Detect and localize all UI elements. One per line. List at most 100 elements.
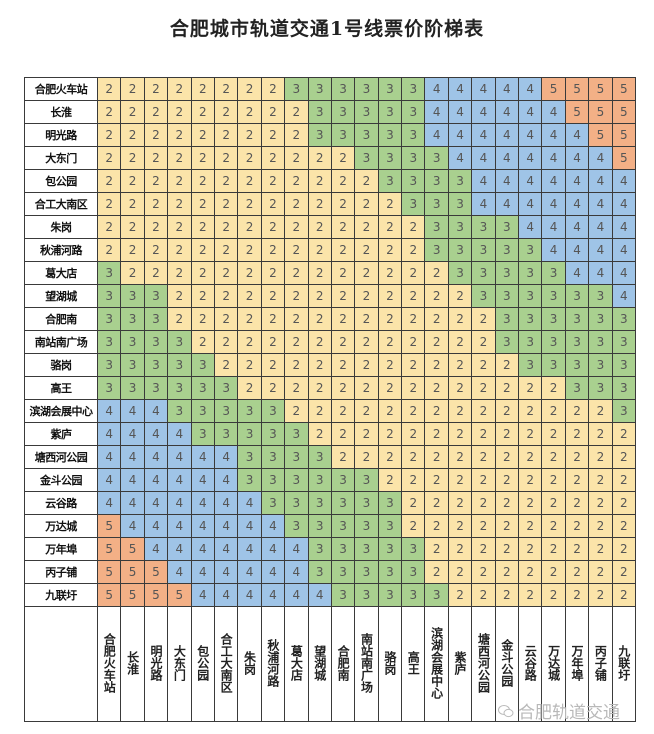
fare-cell: 2 xyxy=(167,215,192,239)
fare-cell: 2 xyxy=(541,399,566,423)
fare-cell: 2 xyxy=(190,284,215,308)
fare-cell: 3 xyxy=(588,284,613,308)
fare-cell: 2 xyxy=(307,146,332,170)
fare-row: 合肥火车站 2 2 2 2 2 2 2 2 3 3 3 3 3 3 4 4 4 4 4 5 5 5 5 xyxy=(24,77,636,101)
fare-cell: 2 xyxy=(330,146,356,170)
fare-cell: 4 xyxy=(588,146,613,170)
fare-cell: 2 xyxy=(424,514,449,538)
column-station-label: 九联圩 xyxy=(616,644,631,681)
fare-cell: 3 xyxy=(143,330,169,354)
column-station-header: 高王 xyxy=(401,606,426,722)
fare-cell: 2 xyxy=(307,399,332,423)
fare-cell: 4 xyxy=(541,100,566,124)
fare-cell: 4 xyxy=(611,261,636,285)
fare-cell: 4 xyxy=(518,146,543,170)
column-station-label: 长淮 xyxy=(125,650,140,675)
fare-cell: 2 xyxy=(541,514,566,538)
fare-cell: 4 xyxy=(96,399,122,423)
fare-cell: 2 xyxy=(213,353,239,377)
fare-row: 塘西河公园 4 4 4 4 4 4 3 3 3 3 2 2 2 2 2 2 2 2 2 2 2 2 2 xyxy=(24,445,636,469)
fare-cell: 2 xyxy=(284,261,309,285)
column-station-label: 葛大店 xyxy=(289,644,304,681)
column-station-header: 滨湖会展中心 xyxy=(424,606,449,722)
fare-cell: 4 xyxy=(143,491,169,515)
fare-cell: 3 xyxy=(588,330,613,354)
column-station-label: 南站南广场 xyxy=(359,632,374,693)
row-station-label: 金斗公园 xyxy=(24,468,98,492)
fare-cell: 2 xyxy=(330,422,356,446)
fare-cell: 4 xyxy=(541,169,566,193)
fare-cell: 2 xyxy=(307,376,332,400)
fare-cell: 2 xyxy=(447,307,473,331)
fare-cell: 3 xyxy=(284,514,309,538)
fare-cell: 4 xyxy=(447,123,473,147)
fare-cell: 3 xyxy=(96,307,122,331)
row-station-label: 包公园 xyxy=(24,169,98,193)
fare-cell: 4 xyxy=(284,537,309,561)
fare-cell: 2 xyxy=(424,376,449,400)
fare-cell: 2 xyxy=(541,537,566,561)
fare-cell: 2 xyxy=(447,468,473,492)
fare-cell: 4 xyxy=(237,514,262,538)
fare-cell: 2 xyxy=(354,238,379,262)
fare-cell: 2 xyxy=(213,330,239,354)
fare-cell: 2 xyxy=(143,261,169,285)
fare-cell: 5 xyxy=(96,560,122,584)
fare-cell: 4 xyxy=(424,123,449,147)
fare-cell: 2 xyxy=(588,491,613,515)
fare-cell: 2 xyxy=(167,261,192,285)
fare-cell: 3 xyxy=(167,330,192,354)
fare-cell: 2 xyxy=(588,583,613,607)
corner-cell xyxy=(24,606,98,722)
fare-cell: 2 xyxy=(611,491,636,515)
fare-cell: 2 xyxy=(424,468,449,492)
fare-cell: 3 xyxy=(143,284,169,308)
fare-cell: 2 xyxy=(401,215,426,239)
fare-cell: 4 xyxy=(518,169,543,193)
fare-cell: 3 xyxy=(377,146,403,170)
fare-cell: 2 xyxy=(447,353,473,377)
fare-cell: 2 xyxy=(120,169,145,193)
fare-cell: 3 xyxy=(494,215,520,239)
fare-cell: 4 xyxy=(564,169,590,193)
row-station-label: 九联圩 xyxy=(24,583,98,607)
fare-cell: 5 xyxy=(120,537,145,561)
fare-cell: 2 xyxy=(471,583,496,607)
fare-cell: 5 xyxy=(541,77,566,101)
fare-cell: 3 xyxy=(96,330,122,354)
fare-cell: 2 xyxy=(330,192,356,216)
row-station-label: 望湖城 xyxy=(24,284,98,308)
fare-cell: 2 xyxy=(237,353,262,377)
fare-cell: 2 xyxy=(447,445,473,469)
fare-cell: 4 xyxy=(213,583,239,607)
fare-cell: 2 xyxy=(190,123,215,147)
fare-cell: 2 xyxy=(190,100,215,124)
fare-cell: 2 xyxy=(518,468,543,492)
fare-cell: 3 xyxy=(447,215,473,239)
fare-cell: 2 xyxy=(190,307,215,331)
fare-cell: 4 xyxy=(471,192,496,216)
fare-cell: 2 xyxy=(447,284,473,308)
fare-cell: 4 xyxy=(213,514,239,538)
fare-cell: 2 xyxy=(564,583,590,607)
fare-cell: 4 xyxy=(541,146,566,170)
fare-cell: 4 xyxy=(447,100,473,124)
fare-cell: 4 xyxy=(213,491,239,515)
fare-cell: 2 xyxy=(354,307,379,331)
row-station-label: 塘西河公园 xyxy=(24,445,98,469)
fare-cell: 2 xyxy=(541,583,566,607)
fare-cell: 4 xyxy=(284,583,309,607)
fare-cell: 3 xyxy=(284,445,309,469)
fare-cell: 2 xyxy=(354,445,379,469)
column-station-header: 万达城 xyxy=(541,606,566,722)
fare-cell: 2 xyxy=(237,307,262,331)
fare-cell: 3 xyxy=(354,491,379,515)
fare-cell: 3 xyxy=(401,123,426,147)
fare-cell: 2 xyxy=(120,261,145,285)
fare-cell: 2 xyxy=(611,560,636,584)
fare-cell: 5 xyxy=(96,537,122,561)
fare-cell: 3 xyxy=(377,169,403,193)
fare-cell: 3 xyxy=(237,445,262,469)
fare-cell: 2 xyxy=(494,376,520,400)
fare-cell: 4 xyxy=(564,192,590,216)
